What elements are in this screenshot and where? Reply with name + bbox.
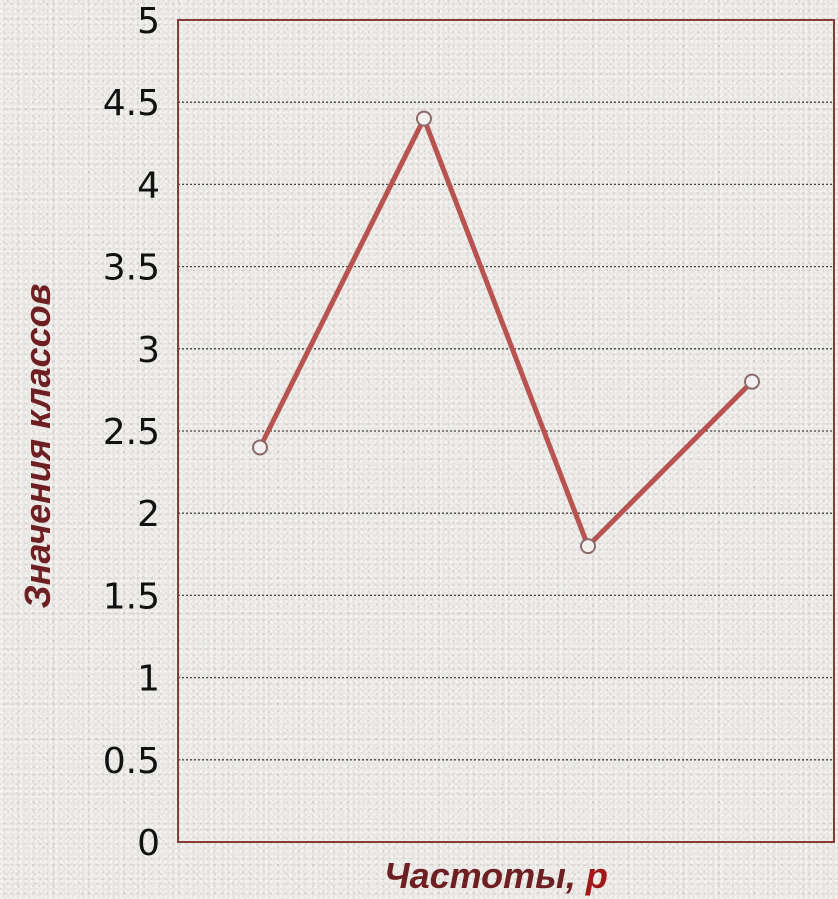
y-tick-label: 5 <box>137 1 160 42</box>
series-layer <box>252 110 760 555</box>
data-point <box>580 538 596 555</box>
y-tick-label: 4.5 <box>103 83 160 124</box>
data-point <box>744 373 760 390</box>
y-tick-label: 2 <box>137 494 160 535</box>
y-tick-label: 1 <box>137 659 160 700</box>
y-tick-label: 0.5 <box>103 741 160 782</box>
plot-frame <box>177 19 835 843</box>
data-point <box>252 439 268 456</box>
data-point <box>416 110 432 127</box>
y-tick-label: 4 <box>137 165 160 206</box>
x-axis-title-text: Частоты, <box>384 855 586 896</box>
y-tick-label: 3.5 <box>103 248 160 289</box>
x-axis-title-variable: p <box>585 855 608 896</box>
y-tick-label: 2.5 <box>103 412 160 453</box>
series-line <box>257 116 755 549</box>
y-tick-label: 3 <box>137 330 160 371</box>
y-tick-label: 1.5 <box>103 576 160 617</box>
y-tick-labels: 0 0.5 1 1.5 2 2.5 3 3.5 4 4.5 5 <box>103 1 160 864</box>
y-axis-title: Значения классов <box>17 284 58 609</box>
gridlines <box>178 101 834 761</box>
y-tick-label: 0 <box>137 823 160 864</box>
x-axis-title: Частоты, p <box>384 855 608 896</box>
